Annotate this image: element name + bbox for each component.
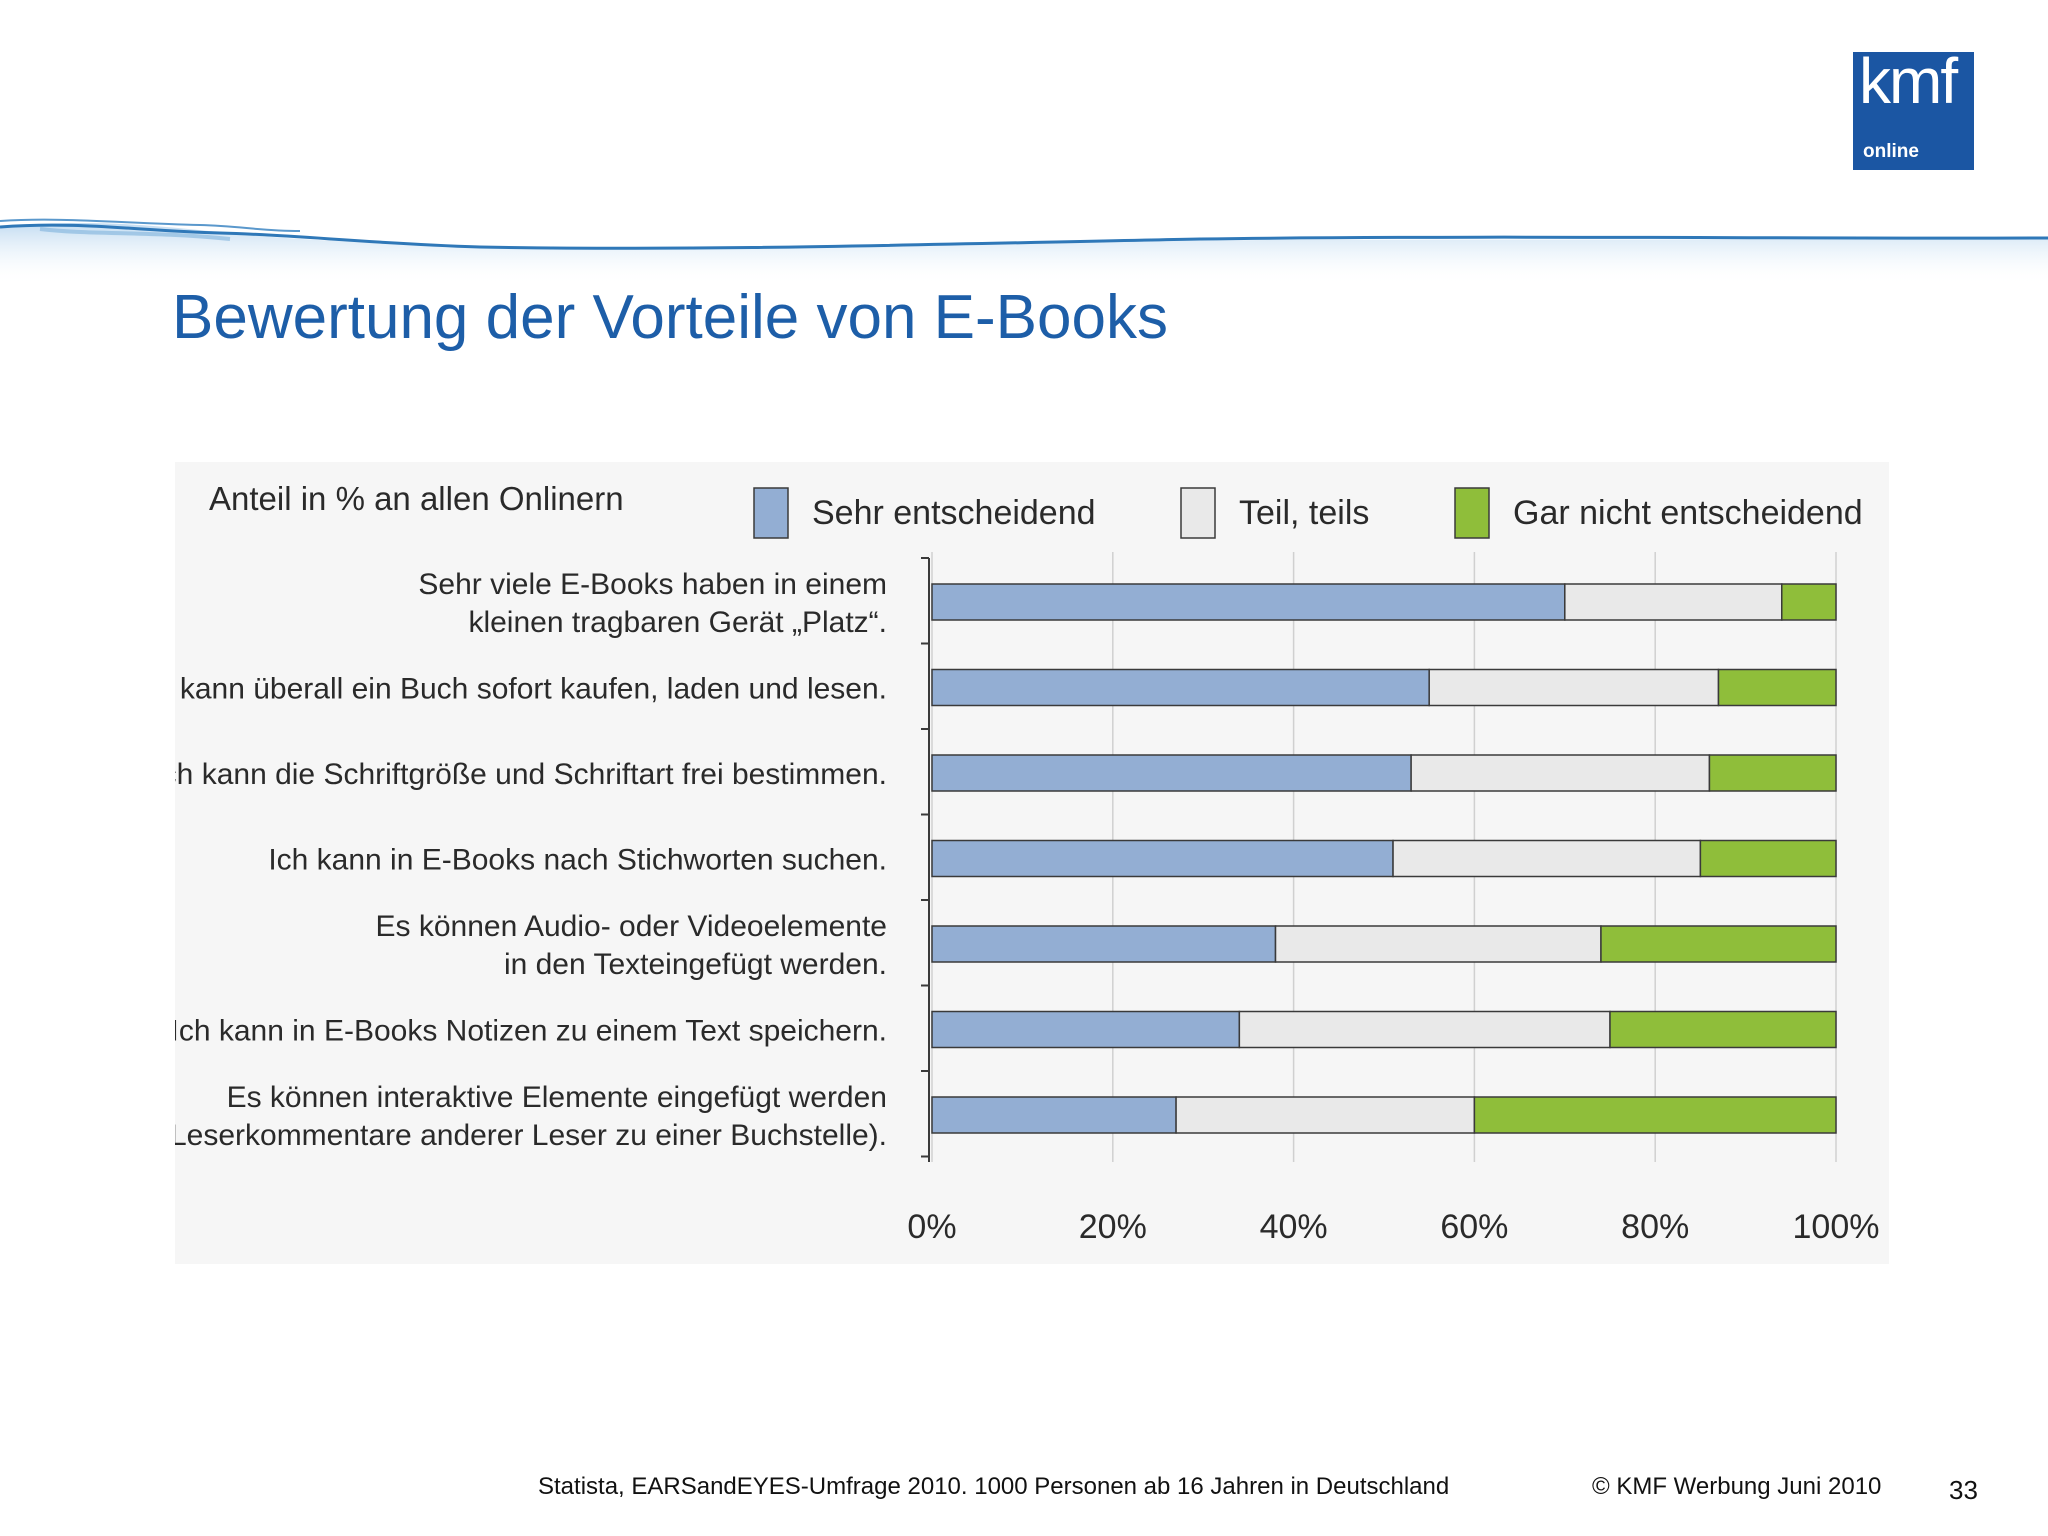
chart-panel: Anteil in % an allen Onlinern Sehr entsc… [175,462,1889,1264]
category-axis [921,557,930,1162]
bar-segment-1 [931,839,1394,878]
bar-segment-1 [931,1096,1177,1134]
bar-segment-2 [1392,839,1702,878]
x-tick-labels: 0% 20% 40% 60% 80% 100% [907,1208,1879,1246]
x-tick-label: 100% [1793,1208,1880,1246]
chart-legend: Sehr entscheidend Teil, teils Gar nicht en… [753,487,1863,539]
category-label: kleinen tragbaren Gerät „Platz“. [468,606,887,639]
legend-label: Gar nicht entscheidend [1513,494,1863,532]
bars [931,583,1837,1134]
stacked-bar-chart: Anteil in % an allen Onlinern Sehr entsc… [175,480,1879,1246]
category-label: Ich kann in E-Books nach Stichworten suc… [268,844,887,877]
category-label: (z. B. Leserkommentare anderer Leser zu … [175,1119,887,1152]
bar-segment-3 [1600,925,1837,963]
x-tick-label: 60% [1440,1208,1508,1246]
logo-subtext: online [1863,141,1919,162]
bar-segment-1 [931,1010,1241,1049]
bar-segment-3 [1609,1010,1837,1049]
bar-segment-2 [1564,583,1783,621]
legend-label: Teil, teils [1239,494,1369,532]
category-label: Ich kann in E-Books Notizen zu einem Tex… [175,1015,887,1048]
copyright-note: © KMF Werbung Juni 2010 [1592,1473,1882,1500]
bar-segment-1 [931,583,1566,621]
chart-subtitle: Anteil in % an allen Onlinern [209,480,624,517]
bar-segment-1 [931,925,1277,963]
bar-segment-3 [1708,754,1837,792]
logo-text: kmf [1859,45,1958,117]
water-wave-decoration [0,218,2048,285]
bar-segment-3 [1699,839,1837,878]
category-label: Sehr viele E-Books haben in einem [418,568,887,601]
source-note: Statista, EARSandEYES-Umfrage 2010. 1000… [538,1473,1450,1500]
category-label: Es können Audio- oder Videoelemente [376,910,887,943]
legend-swatch [753,487,789,539]
bar-segment-2 [1175,1096,1476,1134]
slide-title: Bewertung der Vorteile von E-Books [172,283,1168,352]
x-tick-label: 40% [1260,1208,1328,1246]
category-label: in den Texteingefügt werden. [504,948,887,981]
x-tick-label: 0% [907,1208,956,1246]
category-labels: Sehr viele E-Books haben in einem kleinen… [175,568,887,1152]
legend-swatch [1180,487,1216,539]
bar-segment-2 [1274,925,1602,963]
x-tick-label: 80% [1621,1208,1689,1246]
bar-segment-2 [1238,1010,1611,1049]
kmf-logo: kmf online [1853,45,1974,170]
legend-swatch [1454,487,1490,539]
bar-segment-3 [1717,668,1837,707]
bar-segment-1 [931,754,1412,792]
legend-label: Sehr entscheidend [812,494,1096,532]
bar-segment-1 [931,668,1430,707]
category-label: Ich kann überall ein Buch sofort kaufen,… [175,673,887,706]
x-tick-label: 20% [1079,1208,1147,1246]
bar-segment-2 [1410,754,1711,792]
bar-segment-3 [1473,1096,1837,1134]
page-number: 33 [1949,1475,1978,1505]
bar-segment-2 [1428,668,1720,707]
bar-segment-3 [1781,583,1837,621]
category-label: Es können interaktive Elemente eingefügt… [227,1081,887,1114]
category-label: Ich kann die Schriftgröße und Schriftart… [175,758,887,791]
